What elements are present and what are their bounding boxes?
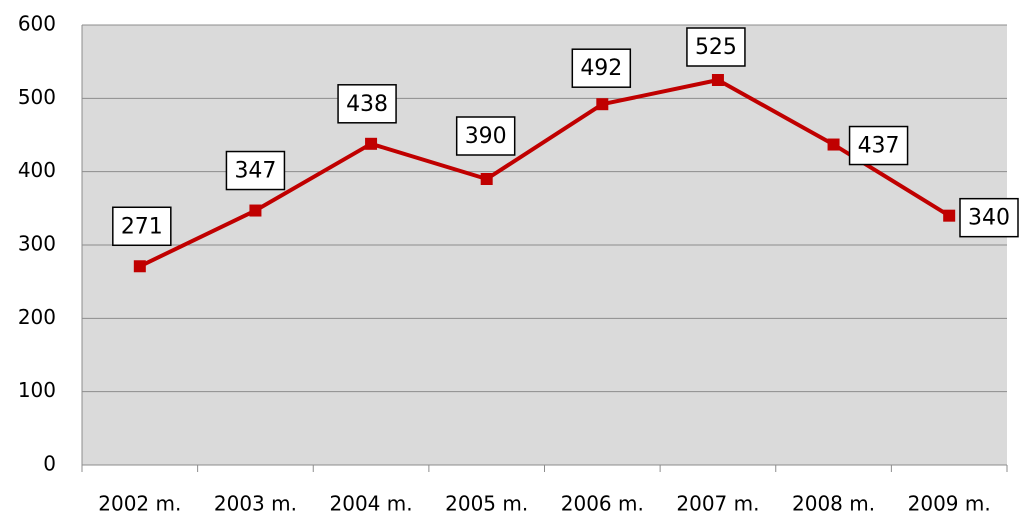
- y-tick-label: 0: [43, 452, 56, 476]
- data-label: 347: [234, 159, 276, 184]
- marker: [711, 74, 724, 86]
- data-label: 525: [695, 35, 737, 60]
- y-tick-label: 300: [18, 232, 56, 256]
- data-label-box: [571, 48, 632, 88]
- data-label-box: [686, 27, 746, 67]
- marker: [827, 138, 840, 151]
- marker: [365, 137, 378, 150]
- data-label-box: [959, 197, 1019, 238]
- y-tick-label: 400: [18, 158, 56, 182]
- marker: [943, 209, 956, 222]
- marker: [480, 173, 493, 185]
- data-label-box: [455, 116, 516, 156]
- data-label: 271: [121, 214, 163, 239]
- data-label: 390: [465, 124, 507, 149]
- data-label-box: [112, 206, 172, 247]
- y-tick-label: 100: [18, 378, 56, 402]
- x-tick-label: 2006 m.: [561, 492, 644, 516]
- series-line: [138, 78, 951, 269]
- data-label-box: [337, 84, 397, 124]
- data-label-box: [225, 150, 286, 191]
- x-tick-label: 2008 m.: [792, 492, 875, 516]
- x-tick-label: 2009 m.: [908, 492, 991, 516]
- x-tick-label: 2005 m.: [445, 492, 528, 516]
- x-tick-label: 2004 m.: [330, 492, 413, 516]
- x-tick-label: 2007 m.: [676, 492, 759, 516]
- data-label-box: [848, 125, 909, 166]
- data-label: 340: [968, 206, 1010, 231]
- data-label: 492: [580, 56, 622, 81]
- marker: [133, 260, 146, 273]
- x-tick-label: 2002 m.: [98, 492, 181, 516]
- marker: [596, 98, 609, 111]
- y-tick-label: 600: [18, 12, 56, 36]
- y-tick-label: 200: [18, 305, 56, 329]
- x-tick-label: 2003 m.: [214, 492, 297, 516]
- data-label: 437: [858, 134, 900, 159]
- y-tick-label: 500: [18, 85, 56, 109]
- data-label: 438: [346, 92, 388, 117]
- marker: [249, 204, 262, 217]
